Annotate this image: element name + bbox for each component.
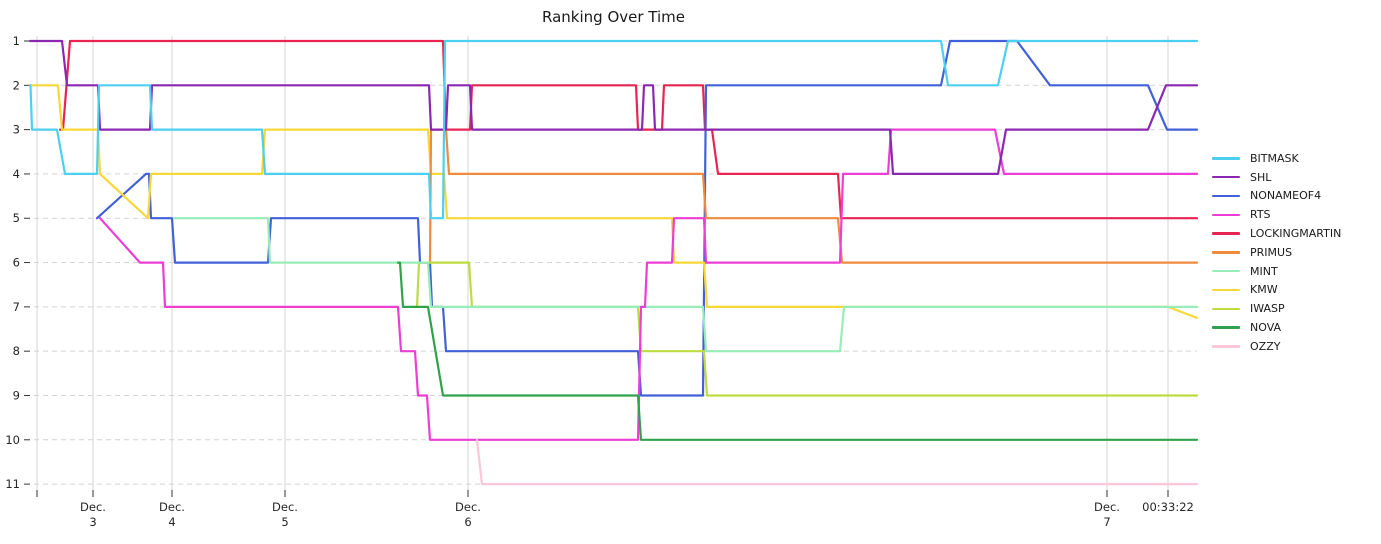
y-tick-label: 1 (13, 34, 20, 48)
legend-swatch-rts (1212, 213, 1240, 216)
legend-item-iwasp: IWASP (1212, 299, 1341, 318)
legend-label: NOVA (1250, 321, 1282, 335)
series-line-bitmask (28, 39, 1199, 220)
legend-swatch-lockingmartin (1212, 232, 1240, 235)
legend-item-primus: PRIMUS (1212, 243, 1341, 262)
legend-swatch-nonameof4 (1212, 194, 1240, 198)
y-tick-label: 2 (13, 78, 20, 92)
legend-label: NONAMEOF4 (1250, 189, 1322, 203)
legend-label: IWASP (1250, 302, 1285, 316)
x-tick-label: Dec. (159, 500, 185, 514)
y-tick-label: 11 (5, 477, 20, 491)
x-tick-label: 3 (89, 515, 96, 529)
x-tick-label: 4 (168, 515, 175, 529)
y-tick-label: 4 (13, 167, 20, 181)
legend-label: SHL (1250, 170, 1272, 184)
legend-item-nova: NOVA (1212, 318, 1341, 337)
legend-label: OZZY (1250, 339, 1281, 353)
legend-item-bitmask: BITMASK (1212, 149, 1341, 168)
legend-swatch-primus (1212, 251, 1240, 254)
series-line-primus (428, 128, 1199, 264)
legend-item-kmw: KMW (1212, 281, 1341, 300)
legend-swatch-nova (1212, 326, 1240, 329)
series-line-iwasp (413, 261, 1199, 397)
x-tick-label: 5 (281, 515, 288, 529)
legend-item-mint: MINT (1212, 262, 1341, 281)
y-tick-label: 9 (13, 388, 20, 402)
legend-item-nonameof4: NONAMEOF4 (1212, 187, 1341, 206)
y-tick-label: 5 (13, 211, 20, 225)
x-tick-label: 00:33:22 (1142, 500, 1194, 514)
series-line-rts (98, 128, 1199, 441)
chart-legend: BITMASK SHL NONAMEOF4 RTS LOCKINGMARTIN PRIMU… (1212, 149, 1341, 356)
legend-swatch-kmw (1212, 288, 1240, 292)
legend-item-shl: SHL (1212, 168, 1341, 187)
legend-label: RTS (1250, 208, 1271, 222)
legend-label: BITMASK (1250, 151, 1299, 165)
y-tick-label: 10 (5, 433, 20, 447)
series-line-mint (172, 217, 1199, 353)
series-line-nova (396, 261, 1199, 441)
legend-label: KMW (1250, 283, 1278, 297)
series-line-ozzy (475, 438, 1199, 486)
legend-swatch-bitmask (1212, 157, 1240, 160)
series-line-shl (28, 39, 1199, 175)
legend-swatch-iwasp (1212, 307, 1240, 310)
x-tick-label: 6 (464, 515, 471, 529)
legend-label: LOCKINGMARTIN (1250, 227, 1342, 241)
x-tick-label: Dec. (80, 500, 106, 514)
x-tick-label: Dec. (455, 500, 481, 514)
chart-title: Ranking Over Time (542, 8, 685, 26)
series-line-kmw (28, 84, 1199, 319)
x-tick-label: Dec. (1094, 500, 1120, 514)
legend-label: MINT (1250, 264, 1278, 278)
legend-swatch-mint (1212, 269, 1240, 273)
y-tick-label: 8 (13, 344, 20, 358)
legend-label: PRIMUS (1250, 245, 1293, 259)
y-tick-label: 7 (13, 300, 20, 314)
legend-item-ozzy: OZZY (1212, 337, 1341, 356)
y-tick-label: 3 (13, 123, 20, 137)
legend-item-lockingmartin: LOCKINGMARTIN (1212, 224, 1341, 243)
series-line-lockingmartin (58, 39, 1199, 220)
y-tick-label: 6 (13, 256, 20, 270)
x-tick-label: 7 (1103, 515, 1110, 529)
legend-swatch-ozzy (1212, 345, 1240, 348)
x-tick-label: Dec. (272, 500, 298, 514)
legend-swatch-shl (1212, 176, 1240, 179)
legend-item-rts: RTS (1212, 205, 1341, 224)
